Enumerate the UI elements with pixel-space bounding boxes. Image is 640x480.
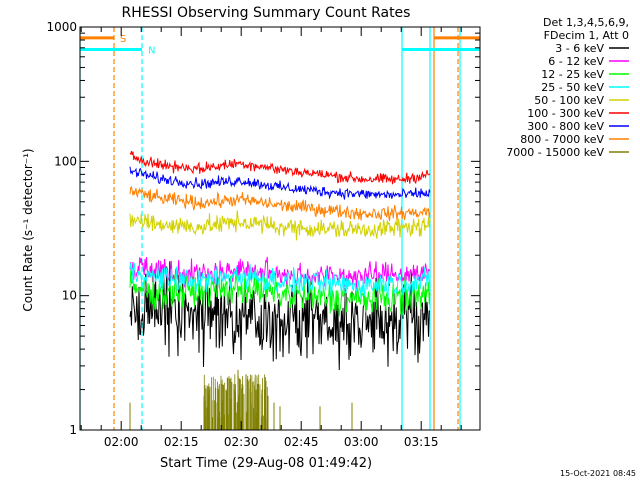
y-axis-label: Count Rate (s⁻¹ detector⁻¹)	[21, 148, 35, 311]
legend-entry-label-8: 7000 - 15000 keV	[506, 146, 604, 159]
legend-header-1: FDecim 1, Att 0	[544, 29, 629, 42]
legend-entry-label-3: 25 - 50 keV	[541, 81, 604, 94]
legend: Det 1,3,4,5,6,9,FDecim 1, Att 03 - 6 keV…	[506, 16, 629, 159]
x-tick-label-0: 02:00	[104, 435, 139, 449]
y-tick-label-1: 10	[62, 289, 77, 303]
legend-entry-label-6: 300 - 800 keV	[527, 120, 604, 133]
x-tick-label-5: 03:15	[404, 435, 439, 449]
night-label: N	[148, 45, 155, 56]
y-tick-label-2: 100	[54, 154, 77, 168]
series-line-6	[129, 166, 431, 200]
legend-header-0: Det 1,3,4,5,6,9,	[543, 16, 629, 29]
legend-entry-label-5: 100 - 300 keV	[527, 107, 604, 120]
axes: 1 10 100 1000 02:00 02:15 02:30 02:45 03:00 03:15	[46, 20, 481, 449]
plot-frame	[79, 26, 481, 431]
legend-entry-label-1: 6 - 12 keV	[548, 55, 604, 68]
legend-entry-label-0: 3 - 6 keV	[555, 42, 604, 55]
series-line-4	[129, 210, 431, 241]
legend-entry-label-4: 50 - 100 keV	[534, 94, 604, 107]
series-line-7	[129, 186, 431, 222]
chart-title: RHESSI Observing Summary Count Rates	[122, 5, 411, 21]
series-line-5	[129, 150, 431, 185]
series-line-3	[129, 262, 431, 299]
plot-area: SN	[80, 27, 480, 430]
x-axis-label: Start Time (29-Aug-08 01:49:42)	[160, 456, 372, 471]
x-tick-label-2: 02:30	[224, 435, 259, 449]
series-line-2	[129, 269, 431, 317]
series-line-0	[129, 261, 431, 371]
saa-label: S	[120, 34, 126, 45]
x-tick-label-1: 02:15	[164, 435, 199, 449]
y-tick-label-0: 1	[69, 423, 77, 437]
x-tick-label-3: 02:45	[284, 435, 319, 449]
plot-clip-group: SN	[80, 27, 480, 430]
x-tick-label-4: 03:00	[344, 435, 379, 449]
legend-entry-label-2: 12 - 25 keV	[541, 68, 604, 81]
y-tick-label-3: 1000	[46, 20, 77, 34]
legend-entry-label-7: 800 - 7000 keV	[520, 133, 604, 146]
generation-timestamp: 15-Oct-2021 08:45	[560, 469, 636, 478]
